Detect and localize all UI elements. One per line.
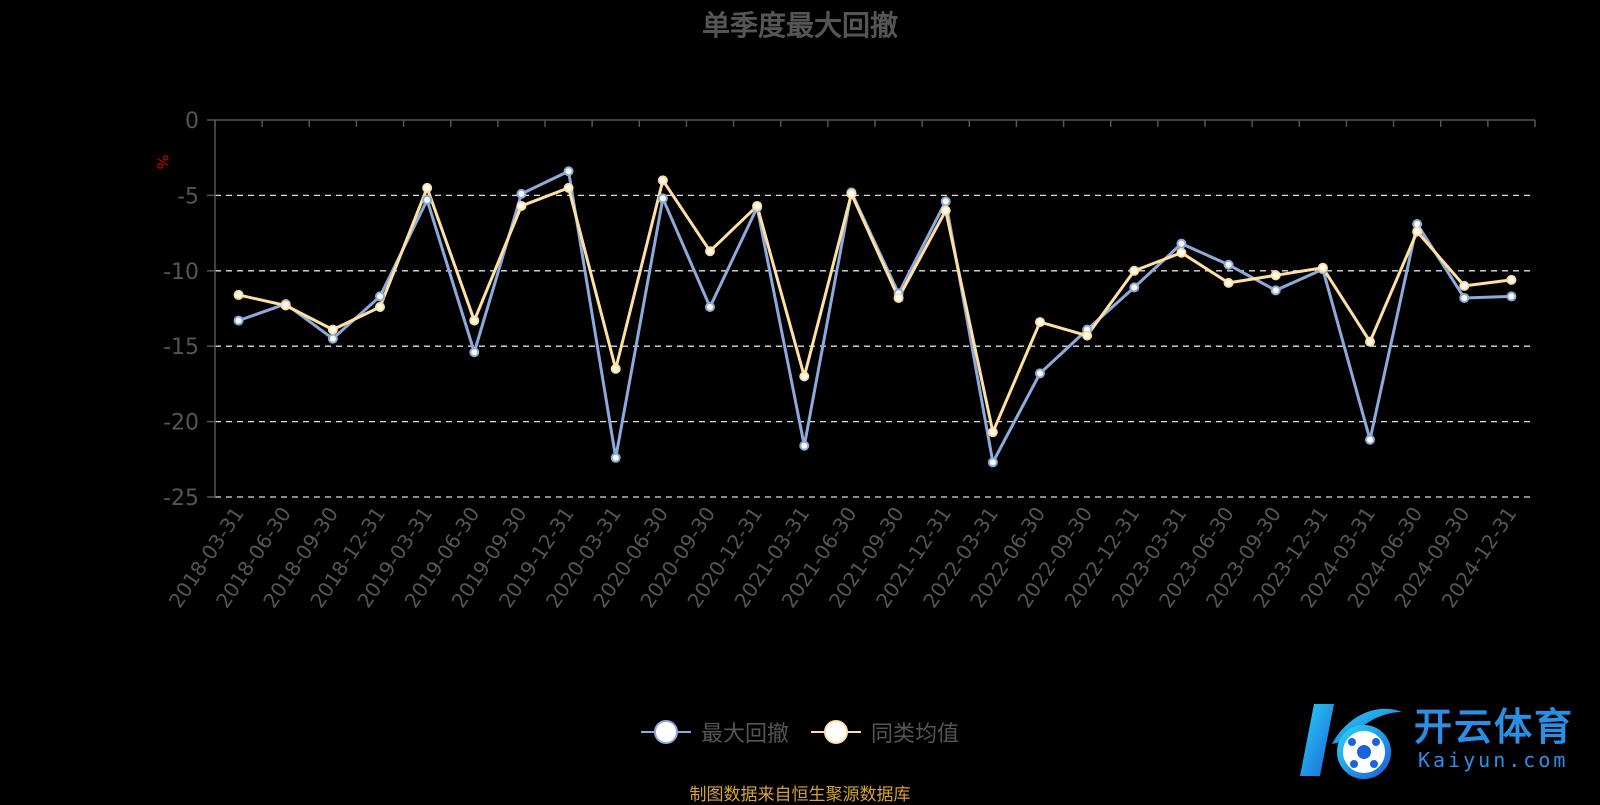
series-2-point xyxy=(1270,270,1281,281)
legend-label-series1: 最大回撤 xyxy=(700,722,789,747)
series-line-1 xyxy=(238,169,1512,464)
series-1-point xyxy=(987,457,998,468)
series-2-point xyxy=(1317,262,1328,273)
series-line-2 xyxy=(238,178,1512,434)
brand-logo: 开云体育 Kaiyun.com xyxy=(1292,696,1582,784)
series-1-point xyxy=(469,347,480,358)
series-1-point xyxy=(657,193,668,204)
series-2-point xyxy=(280,300,291,311)
logo-url-text: Kaiyun.com xyxy=(1418,748,1569,772)
series-1-point xyxy=(1270,285,1281,296)
series-2-point xyxy=(799,371,810,382)
series-2-point xyxy=(375,301,385,312)
series-2-point xyxy=(1365,336,1375,347)
legend-item-series1[interactable]: 最大回撤 xyxy=(640,716,789,748)
series-1-point xyxy=(1035,368,1045,379)
series-2-point xyxy=(705,246,715,257)
series-1-point xyxy=(516,188,527,199)
series-1-point xyxy=(1365,434,1375,445)
series-2-point xyxy=(1506,274,1517,285)
chart-title: 单季度最大回撤 xyxy=(701,9,898,42)
series-2-point xyxy=(987,427,998,438)
legend-line-marker-icon xyxy=(640,720,691,744)
series-1-point xyxy=(1223,259,1234,270)
series-1-point xyxy=(327,333,338,344)
series-2-point xyxy=(469,315,480,326)
legend-line-marker-icon xyxy=(811,720,861,744)
kaiyun-k-logo-icon xyxy=(1300,704,1402,779)
series-2-point xyxy=(327,324,338,335)
series-1-point xyxy=(1176,238,1187,249)
series-2-point xyxy=(422,182,433,193)
series-2-point xyxy=(657,175,668,186)
legend-label-series2: 同类均值 xyxy=(871,722,960,747)
series-1-point xyxy=(1129,282,1140,293)
series-1-point xyxy=(1459,292,1470,303)
y-tick-label: -10 xyxy=(163,260,199,285)
y-tick-label: -20 xyxy=(163,411,199,436)
series-2-point xyxy=(1459,280,1470,291)
series-1-point xyxy=(375,291,385,302)
series-1-point xyxy=(799,440,810,451)
series-1-point xyxy=(610,452,621,463)
series-2-point xyxy=(1129,265,1140,276)
series-1-point xyxy=(233,315,244,326)
series-2-point xyxy=(940,205,951,216)
grid-layer xyxy=(215,194,1535,498)
series-layer xyxy=(233,166,1517,468)
series-2-point xyxy=(563,182,574,193)
series-2-point xyxy=(893,292,904,303)
series-1-point xyxy=(705,301,715,312)
series-2-point xyxy=(1035,317,1045,328)
series-2-point xyxy=(1223,277,1234,288)
series-2-point xyxy=(1176,247,1187,258)
logo-brand-name: 开云体育 xyxy=(1414,705,1575,749)
series-2-point xyxy=(752,200,763,211)
axis-layer: 0-5-10-15-20-25%2018-03-312018-06-302018… xyxy=(153,109,1536,612)
legend: 最大回撤 同类均值 xyxy=(0,716,1600,748)
y-tick-label: -15 xyxy=(163,335,199,360)
y-tick-label: -5 xyxy=(177,184,199,209)
y-axis-unit-label: % xyxy=(153,154,172,169)
series-2-point xyxy=(610,363,621,374)
y-tick-label: -25 xyxy=(163,486,199,511)
series-1-point xyxy=(1506,291,1517,302)
y-tick-label: 0 xyxy=(185,109,199,134)
series-1-point xyxy=(422,194,433,205)
legend-item-series2[interactable]: 同类均值 xyxy=(811,716,959,748)
series-2-point xyxy=(1082,330,1093,341)
series-1-point xyxy=(940,196,951,207)
series-2-point xyxy=(516,200,527,211)
series-2-point xyxy=(1412,226,1423,237)
series-2-point xyxy=(846,188,857,199)
series-1-point xyxy=(563,166,574,177)
series-2-point xyxy=(233,289,244,300)
